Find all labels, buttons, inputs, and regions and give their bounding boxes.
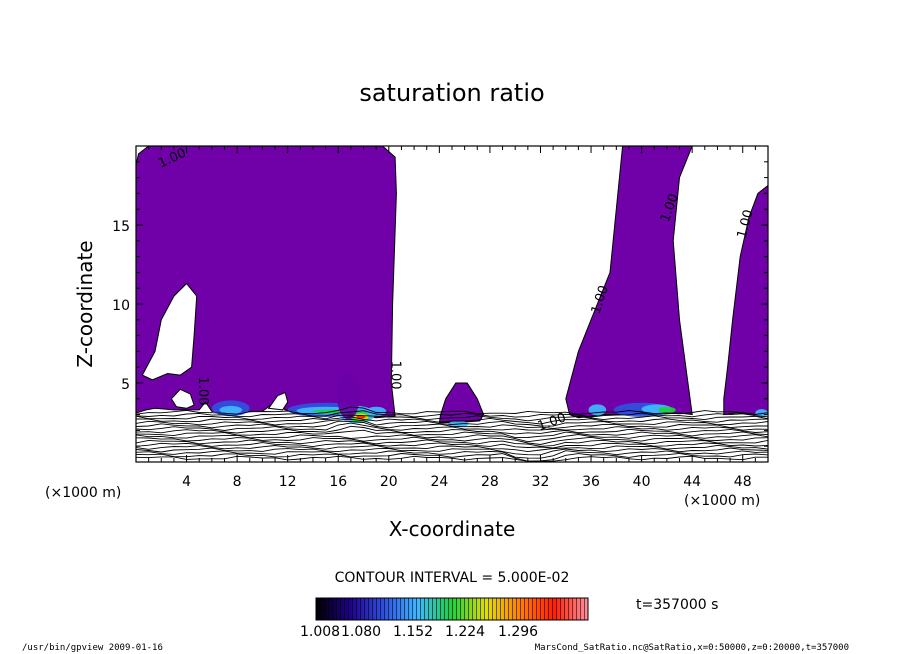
colorbar-ticks: 1.008 1.080 1.152 1.224 1.296 <box>300 624 538 640</box>
stratified-contour-12 <box>136 422 768 431</box>
footer-left: /usr/bin/gpview 2009-01-16 <box>22 643 163 653</box>
y-axis: 5 10 15 <box>112 145 768 463</box>
unsaturated-hole-2 <box>170 388 195 409</box>
x-axis: 4 8 12 16 20 24 28 32 36 40 44 48 <box>135 146 769 490</box>
contour-lines <box>136 406 768 462</box>
x-tick-label: 44 <box>683 474 701 490</box>
stratified-contour-15 <box>136 416 768 425</box>
supersaturated-region-1 <box>136 146 397 419</box>
stratified-contour-17 <box>136 410 768 418</box>
y-axis-label: Z-coordinate <box>73 240 97 367</box>
cloud-blob-13 <box>588 404 607 416</box>
colorbar-tick-label: 1.224 <box>445 624 485 640</box>
stratified-contour-3 <box>136 450 768 459</box>
stratified-contour-10 <box>136 429 768 439</box>
colorbar-tick-label: 1.008 <box>300 624 340 640</box>
colorbar-tick-label: 1.080 <box>341 624 381 640</box>
cloud-blob-2 <box>219 405 243 414</box>
y-tick-label: 10 <box>112 298 130 314</box>
x-axis-label: X-coordinate <box>389 517 516 541</box>
x-tick-label: 48 <box>734 474 752 490</box>
stratified-contour-7 <box>136 439 768 447</box>
contour-label: 1.00 <box>387 361 402 390</box>
x-tick-label: 32 <box>532 474 550 490</box>
colorbar-tick-label: 1.296 <box>498 624 538 640</box>
stratified-contour-4 <box>136 447 768 456</box>
x-tick-label: 4 <box>182 474 191 490</box>
unsaturated-hole-1 <box>141 282 198 381</box>
stratified-contour-11 <box>136 425 768 435</box>
y-tick-label: 5 <box>121 377 130 393</box>
footer-right: MarsCond_SatRatio.nc@SatRatio,x=0:50000,… <box>535 643 849 653</box>
cloud-blob-16 <box>658 406 676 414</box>
x-tick-label: 28 <box>481 474 499 490</box>
unsaturated-hole-3 <box>267 391 289 411</box>
chart-title: saturation ratio <box>359 79 544 107</box>
colorbar-tick-label: 1.152 <box>393 624 433 640</box>
contour-label: 1.00 <box>195 376 210 405</box>
stratified-contour-8 <box>136 436 768 445</box>
x-tick-label: 12 <box>279 474 297 490</box>
x-tick-label: 20 <box>380 474 398 490</box>
x-tick-label: 24 <box>430 474 448 490</box>
stratified-contour-2 <box>136 452 768 462</box>
colorbar: 1.008 1.080 1.152 1.224 1.296 <box>300 597 589 640</box>
stratified-contour-5 <box>136 444 768 453</box>
x-unit-label-left: (×1000 m) <box>45 485 121 501</box>
time-label: t=357000 s <box>636 597 718 613</box>
contour-fields <box>136 146 768 428</box>
stratified-contour-13 <box>136 420 768 429</box>
contour-interval-text: CONTOUR INTERVAL = 5.000E-02 <box>335 570 570 586</box>
stratified-contour-14 <box>136 418 768 427</box>
stratified-contour-9 <box>136 434 768 443</box>
x-tick-label: 8 <box>233 474 242 490</box>
contour-label: 1.00 <box>735 208 757 240</box>
stratified-contour-6 <box>136 442 768 449</box>
x-tick-label: 16 <box>329 474 347 490</box>
x-unit-label-right: (×1000 m) <box>684 493 760 509</box>
plot-area <box>135 145 769 463</box>
x-tick-label: 40 <box>633 474 651 490</box>
y-tick-label: 15 <box>112 219 130 235</box>
stratified-contour-18 <box>136 406 768 415</box>
x-tick-label: 36 <box>582 474 600 490</box>
stratified-contour-16 <box>136 414 768 422</box>
cloud-blob-11 <box>366 406 387 417</box>
